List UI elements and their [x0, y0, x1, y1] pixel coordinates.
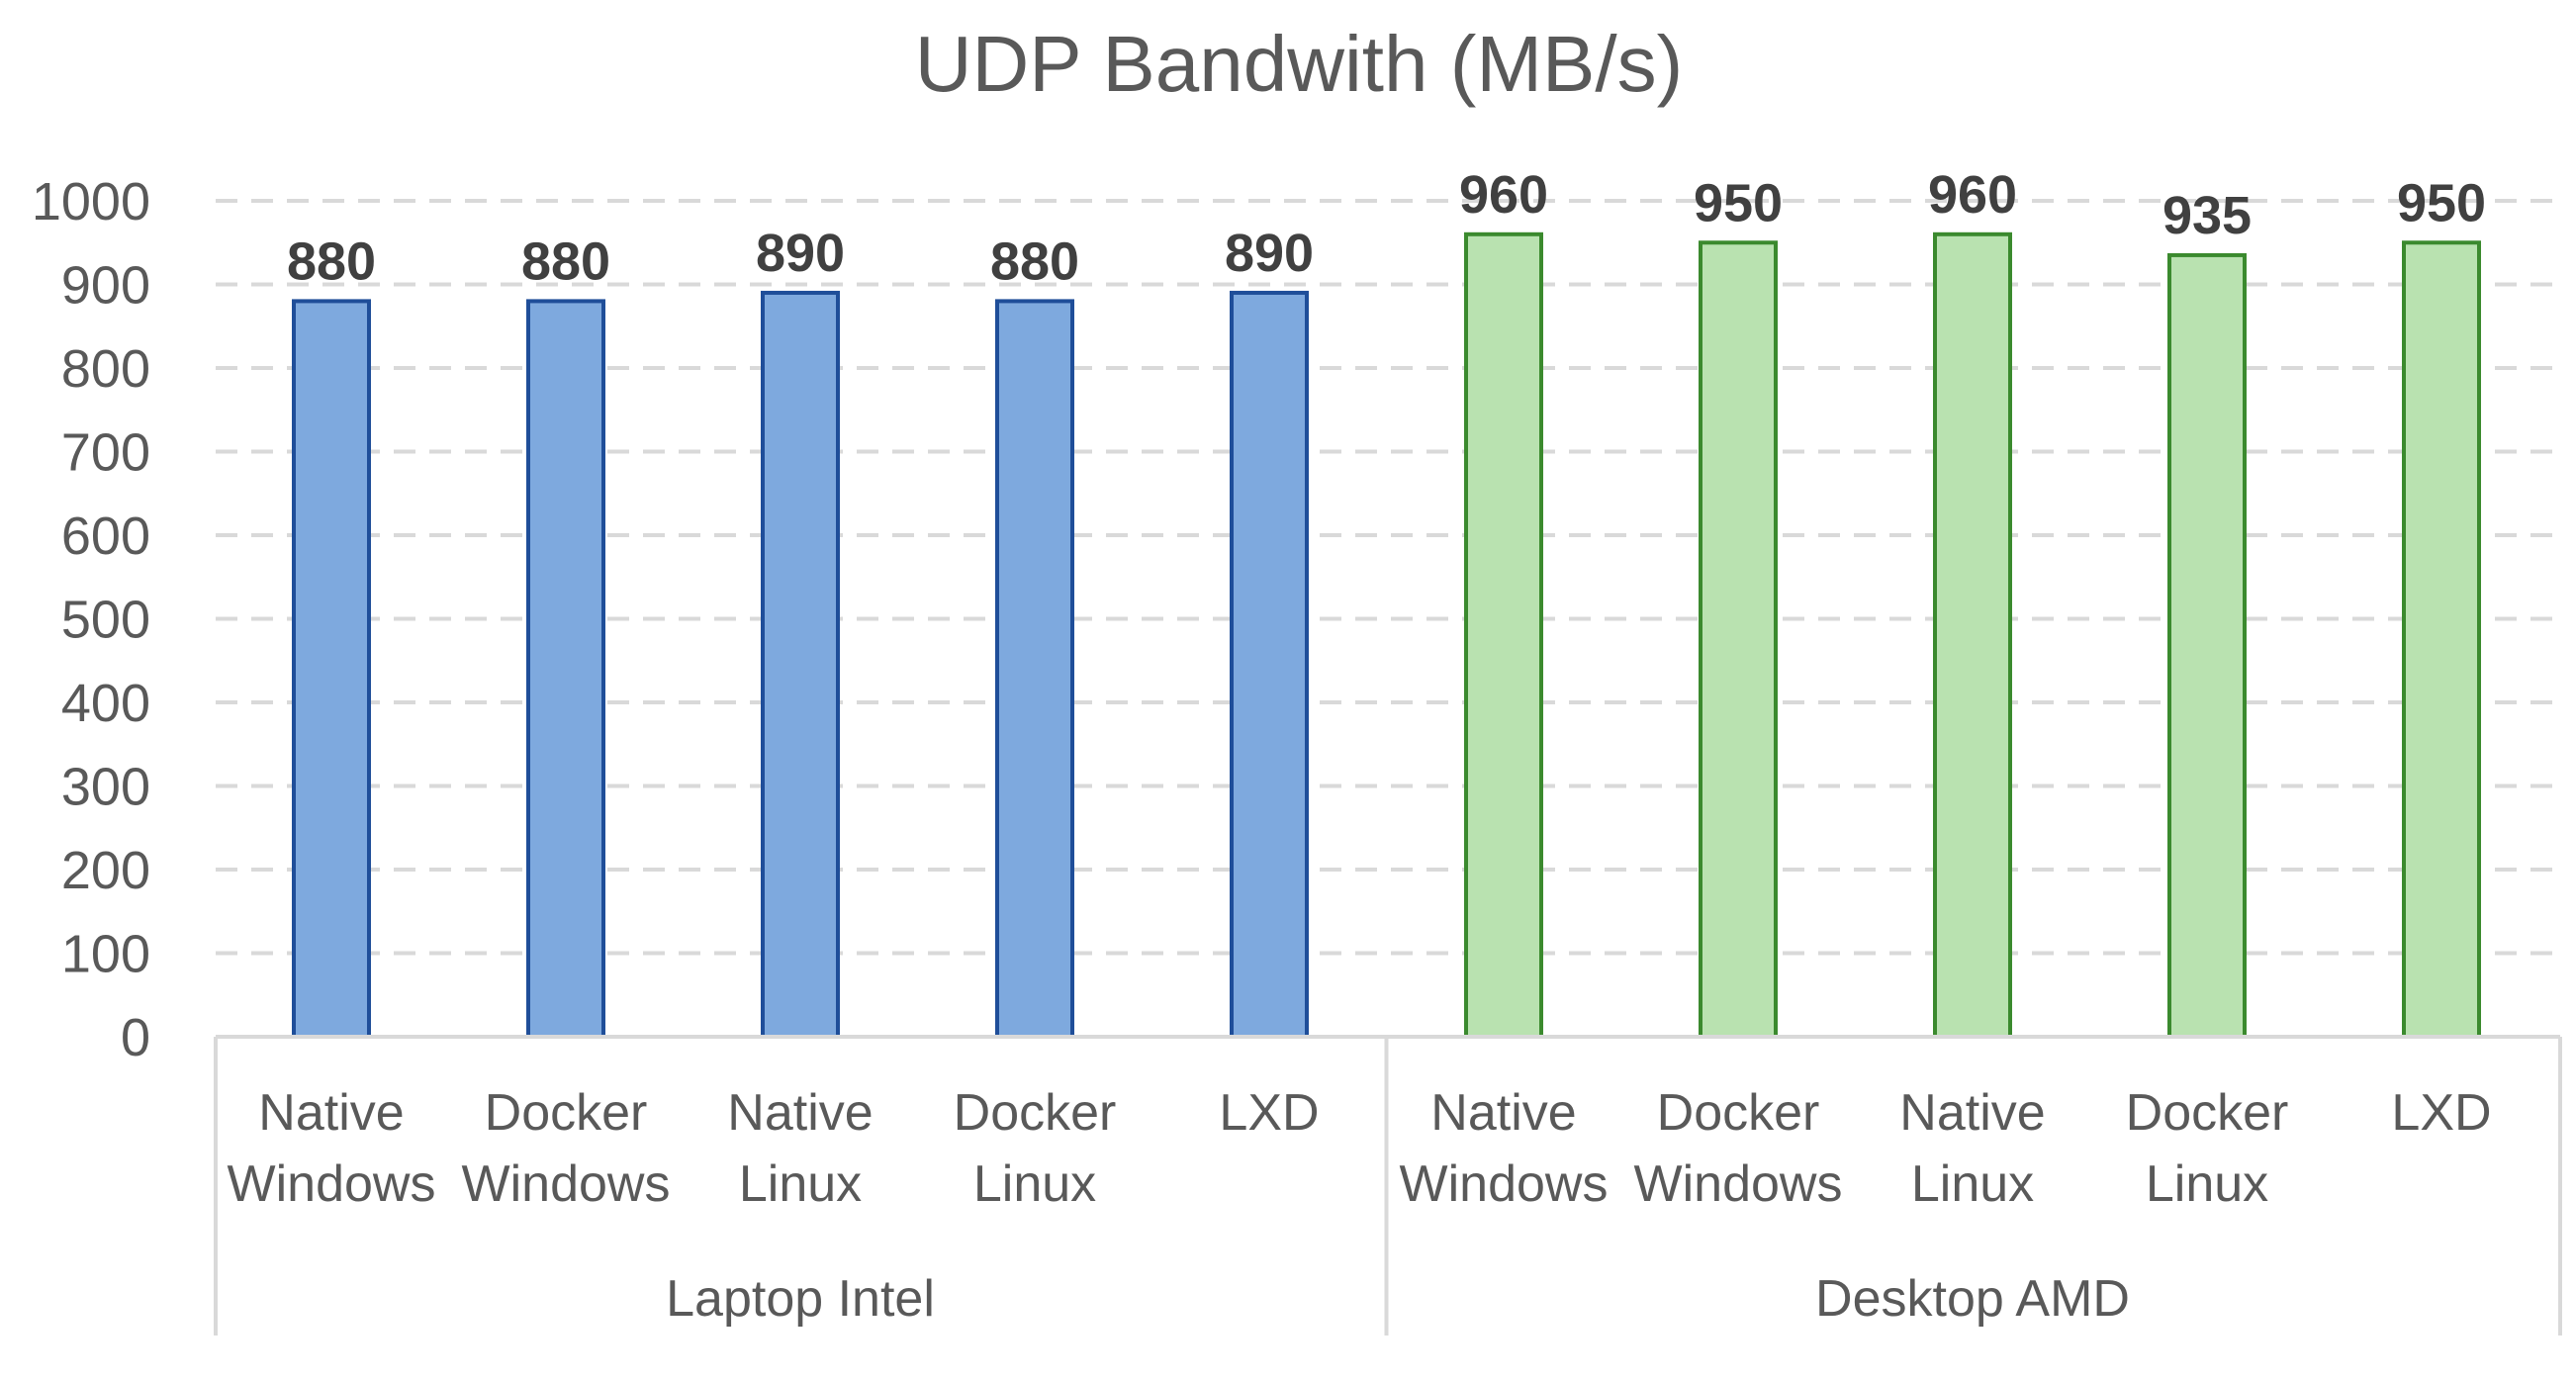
x-category-label: Native — [727, 1084, 873, 1142]
y-tick-label: 1000 — [32, 172, 150, 231]
x-category-label: Windows — [228, 1155, 436, 1213]
bars — [292, 231, 2481, 1040]
bar — [995, 299, 1074, 1039]
x-group-label: Desktop AMD — [1815, 1270, 2130, 1328]
data-label: 880 — [990, 231, 1079, 291]
bar — [526, 299, 605, 1039]
y-tick-label: 0 — [121, 1008, 150, 1067]
bar — [1464, 231, 1543, 1040]
x-category-label: LXD — [2391, 1084, 2491, 1142]
x-category-label: Docker — [2126, 1084, 2289, 1142]
data-label: 935 — [2162, 186, 2252, 245]
x-category-label: Linux — [973, 1155, 1096, 1213]
x-category-label: Windows — [1634, 1155, 1843, 1213]
x-category-label: Linux — [2146, 1155, 2268, 1213]
x-category-label: Linux — [739, 1155, 862, 1213]
y-tick-label: 200 — [61, 841, 150, 900]
y-tick-label: 100 — [61, 925, 150, 984]
data-label: 960 — [1928, 165, 2017, 225]
data-labels: 880 880 890 880 890 960 950 960 935 950 — [287, 165, 2486, 292]
data-label: 880 — [287, 231, 376, 291]
x-category-label: Docker — [954, 1084, 1117, 1142]
x-category-label: Native — [1899, 1084, 2045, 1142]
y-tick-label: 700 — [61, 423, 150, 483]
x-category-label: LXD — [1219, 1084, 1319, 1142]
y-tick-label: 600 — [61, 507, 150, 566]
data-label: 880 — [521, 231, 610, 291]
x-category-label: Native — [1430, 1084, 1576, 1142]
chart-title: UDP Bandwith (MB/s) — [915, 20, 1684, 108]
data-label: 890 — [756, 224, 845, 283]
y-axis-ticks: 0 100 200 300 400 500 600 700 800 900 1000 — [32, 172, 150, 1067]
data-label: 960 — [1459, 165, 1548, 225]
data-label: 950 — [1694, 173, 1783, 232]
y-tick-label: 800 — [61, 339, 150, 399]
x-category-label: Windows — [462, 1155, 671, 1213]
bar — [1933, 231, 2012, 1040]
y-tick-label: 300 — [61, 758, 150, 817]
bar — [1230, 290, 1309, 1039]
bar — [292, 299, 371, 1039]
y-tick-label: 400 — [61, 674, 150, 733]
x-group-label: Laptop Intel — [666, 1270, 935, 1328]
data-label: 950 — [2397, 173, 2486, 232]
x-category-label: Docker — [485, 1084, 648, 1142]
x-category-label: Native — [258, 1084, 404, 1142]
x-axis: Native Windows Docker Windows Native Linux Doc… — [214, 1035, 2562, 1336]
bar — [2402, 240, 2481, 1039]
x-category-label: Windows — [1400, 1155, 1609, 1213]
bar — [1699, 240, 1778, 1039]
bar — [2167, 252, 2247, 1039]
bar — [761, 290, 840, 1039]
y-tick-label: 500 — [61, 591, 150, 650]
y-tick-label: 900 — [61, 256, 150, 316]
data-label: 890 — [1225, 224, 1314, 283]
x-category-label: Docker — [1657, 1084, 1820, 1142]
x-category-label: Linux — [1911, 1155, 2034, 1213]
